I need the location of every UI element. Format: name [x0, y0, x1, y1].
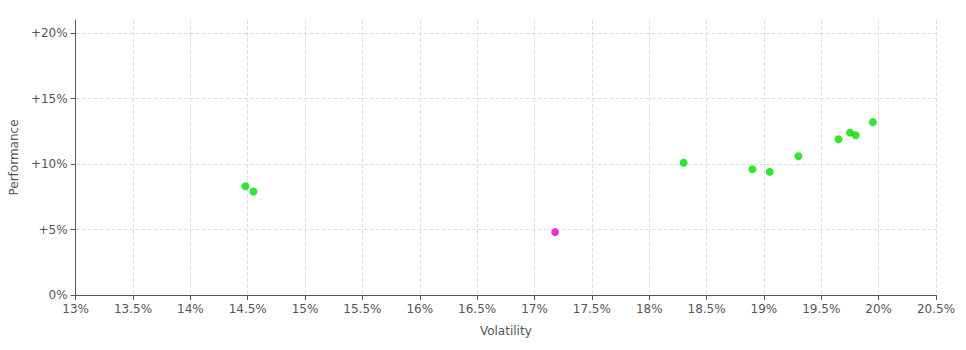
- svg-text:20%: 20%: [865, 302, 892, 316]
- svg-text:18%: 18%: [636, 302, 663, 316]
- svg-text:17%: 17%: [521, 302, 548, 316]
- svg-text:15%: 15%: [292, 302, 319, 316]
- svg-text:13.5%: 13.5%: [114, 302, 152, 316]
- svg-text:+15%: +15%: [31, 92, 68, 106]
- svg-text:+10%: +10%: [31, 157, 68, 171]
- svg-text:Volatility: Volatility: [480, 324, 532, 338]
- svg-text:Performance: Performance: [7, 119, 21, 195]
- svg-text:19.5%: 19.5%: [802, 302, 840, 316]
- svg-text:0%: 0%: [49, 288, 68, 302]
- svg-text:16.5%: 16.5%: [458, 302, 496, 316]
- svg-text:15.5%: 15.5%: [343, 302, 381, 316]
- svg-text:17.5%: 17.5%: [573, 302, 611, 316]
- svg-text:19%: 19%: [751, 302, 778, 316]
- svg-text:18.5%: 18.5%: [688, 302, 726, 316]
- svg-text:+20%: +20%: [31, 26, 68, 40]
- svg-text:+5%: +5%: [39, 223, 68, 237]
- svg-text:14.5%: 14.5%: [229, 302, 267, 316]
- svg-text:13%: 13%: [62, 302, 89, 316]
- svg-text:16%: 16%: [406, 302, 433, 316]
- svg-text:20.5%: 20.5%: [917, 302, 955, 316]
- svg-text:14%: 14%: [177, 302, 204, 316]
